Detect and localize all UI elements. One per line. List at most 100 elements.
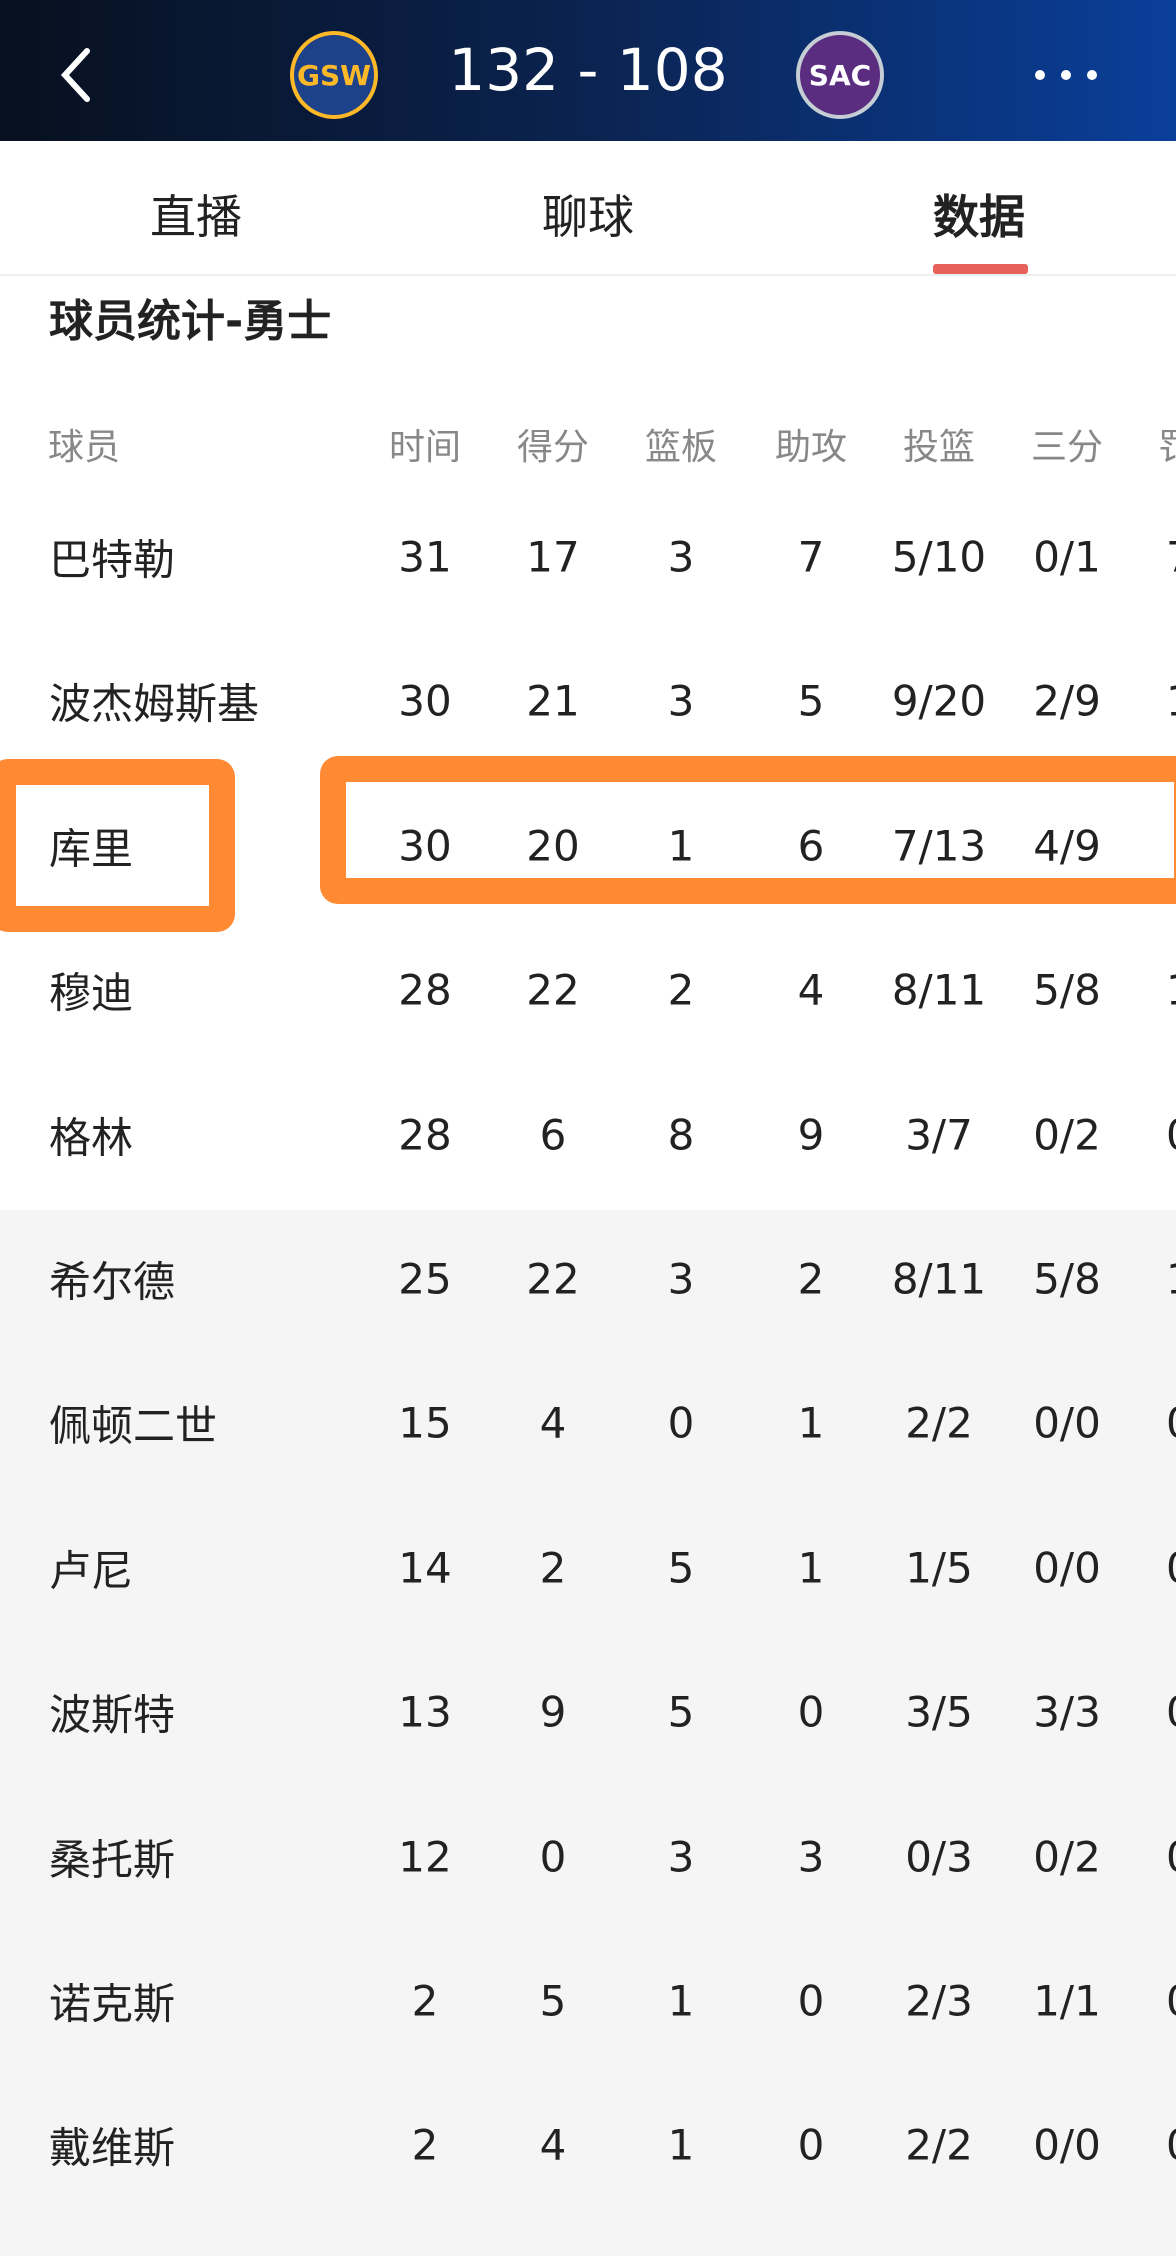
stat-cell: 31 (398, 532, 452, 582)
column-header: 时间 (388, 427, 462, 468)
stat-cell: 1 (1166, 966, 1176, 1015)
stat-cell: 0 (1166, 1543, 1176, 1592)
tab-indicator (933, 264, 1028, 274)
stat-cell: 0/3 (905, 1832, 973, 1882)
player-name: 桑托斯 (49, 1835, 176, 1885)
player-name: 卢尼 (49, 1546, 134, 1596)
stat-cell: 9/20 (891, 676, 987, 726)
stat-cell: 3 (667, 1832, 695, 1882)
stat-cell: 30 (398, 676, 452, 726)
player-name: 穆迪 (49, 968, 134, 1018)
player-name: 波杰姆斯基 (49, 679, 260, 729)
stat-cell: 0 (539, 1832, 567, 1882)
stat-cell: 5/8 (1033, 965, 1101, 1015)
more-button[interactable] (1030, 65, 1110, 85)
stat-cell: 28 (398, 1110, 452, 1160)
stat-cell: 3 (667, 532, 695, 582)
stat-cell: 8/11 (891, 1254, 987, 1304)
stat-cell: 5/8 (1033, 1254, 1101, 1304)
stat-cell: 0 (797, 2120, 825, 2170)
stat-cell: 2 (539, 1543, 567, 1593)
stat-cell: 1/1 (1033, 1976, 1101, 2026)
stat-cell: 7 (1166, 533, 1176, 582)
stat-cell: 0 (1166, 1399, 1176, 1448)
stat-cell: 3/7 (905, 1110, 973, 1160)
stat-cell: 0 (797, 1976, 825, 2026)
stat-cell: 2/3 (905, 1976, 973, 2026)
stat-cell: 1 (667, 2120, 695, 2170)
stat-cell: 4 (539, 2120, 567, 2170)
top-bar: GSW 132 - 108 SAC (0, 0, 1176, 141)
stat-cell: 22 (526, 1254, 580, 1304)
stat-cell: 30 (398, 821, 452, 871)
stat-cell: 5 (667, 1543, 695, 1593)
stat-cell: 0 (667, 1398, 695, 1448)
stat-cell: 1 (797, 1398, 825, 1448)
stat-cell: 12 (398, 1832, 452, 1882)
back-button[interactable] (55, 45, 95, 105)
stat-cell: 1 (667, 1976, 695, 2026)
stat-cell: 5/10 (891, 532, 987, 582)
tab[interactable]: 聊球 (542, 190, 634, 244)
player-name: 戴维斯 (49, 2123, 176, 2173)
stat-cell: 3/5 (905, 1687, 973, 1737)
column-header: 助攻 (774, 427, 848, 468)
stat-cell: 13 (398, 1687, 452, 1737)
stat-cell: 1 (797, 1543, 825, 1593)
stat-cell: 1/5 (905, 1543, 973, 1593)
stat-cell: 5 (667, 1687, 695, 1737)
away-score: 108 (616, 36, 728, 104)
tab-bar: 直播 聊球 数据 (0, 141, 1176, 276)
player-name: 巴特勒 (49, 535, 176, 585)
stat-cell: 3 (667, 1254, 695, 1304)
tab-active[interactable]: 数据 (933, 190, 1025, 244)
column-header: 球员 (47, 427, 121, 468)
stat-cell: 2/2 (905, 2120, 973, 2170)
stat-cell: 22 (526, 965, 580, 1015)
home-logo[interactable]: GSW (290, 31, 378, 119)
stat-cell: 0 (797, 1687, 825, 1737)
stat-cell: 0/0 (1033, 1543, 1101, 1593)
stat-cell: 0 (1166, 1977, 1176, 2026)
stat-cell: 0 (1166, 2121, 1176, 2170)
stat-cell: 0/0 (1033, 1398, 1101, 1448)
stat-cell: 0 (1166, 1832, 1176, 1881)
stat-cell: 0/0 (1033, 2120, 1101, 2170)
stat-cell: 0/2 (1033, 1110, 1101, 1160)
column-header: 篮板 (644, 427, 718, 468)
stat-cell: 9 (539, 1687, 567, 1737)
stat-cell: 21 (526, 676, 580, 726)
stat-cell: 3 (797, 1832, 825, 1882)
highlight-box (0, 759, 235, 932)
score: 132 - 108 (448, 36, 727, 104)
stat-cell: 2 (411, 1976, 439, 2026)
stat-cell: 25 (398, 1254, 452, 1304)
player-name: 希尔德 (49, 1257, 176, 1307)
stat-cell: 6 (797, 821, 825, 871)
tab[interactable]: 直播 (150, 190, 242, 244)
player-name: 诺克斯 (49, 1979, 176, 2029)
score-separator: - (577, 36, 599, 104)
stat-cell: 28 (398, 965, 452, 1015)
player-name: 波斯特 (49, 1690, 176, 1740)
stat-cell: 17 (526, 532, 580, 582)
stat-cell: 2/2 (905, 1398, 973, 1448)
stat-cell: 0/2 (1033, 1832, 1101, 1882)
stat-cell: 7/13 (891, 821, 987, 871)
highlight-box (320, 756, 1176, 904)
stat-cell: 6 (539, 1110, 567, 1160)
column-header: 投篮 (902, 427, 976, 468)
stat-cell: 7 (797, 532, 825, 582)
away-logo[interactable]: SAC (796, 31, 884, 119)
stat-cell: 3/3 (1033, 1687, 1101, 1737)
stat-cell: 3 (667, 676, 695, 726)
stat-cell: 8 (667, 1110, 695, 1160)
stat-cell: 0/1 (1033, 532, 1101, 582)
player-name: 格林 (49, 1113, 134, 1163)
stat-cell: 4 (797, 965, 825, 1015)
section-title: 球员统计-勇士 (49, 296, 332, 347)
stat-cell: 15 (398, 1398, 452, 1448)
player-name: 佩顿二世 (49, 1401, 218, 1451)
stat-cell: 20 (526, 821, 580, 871)
